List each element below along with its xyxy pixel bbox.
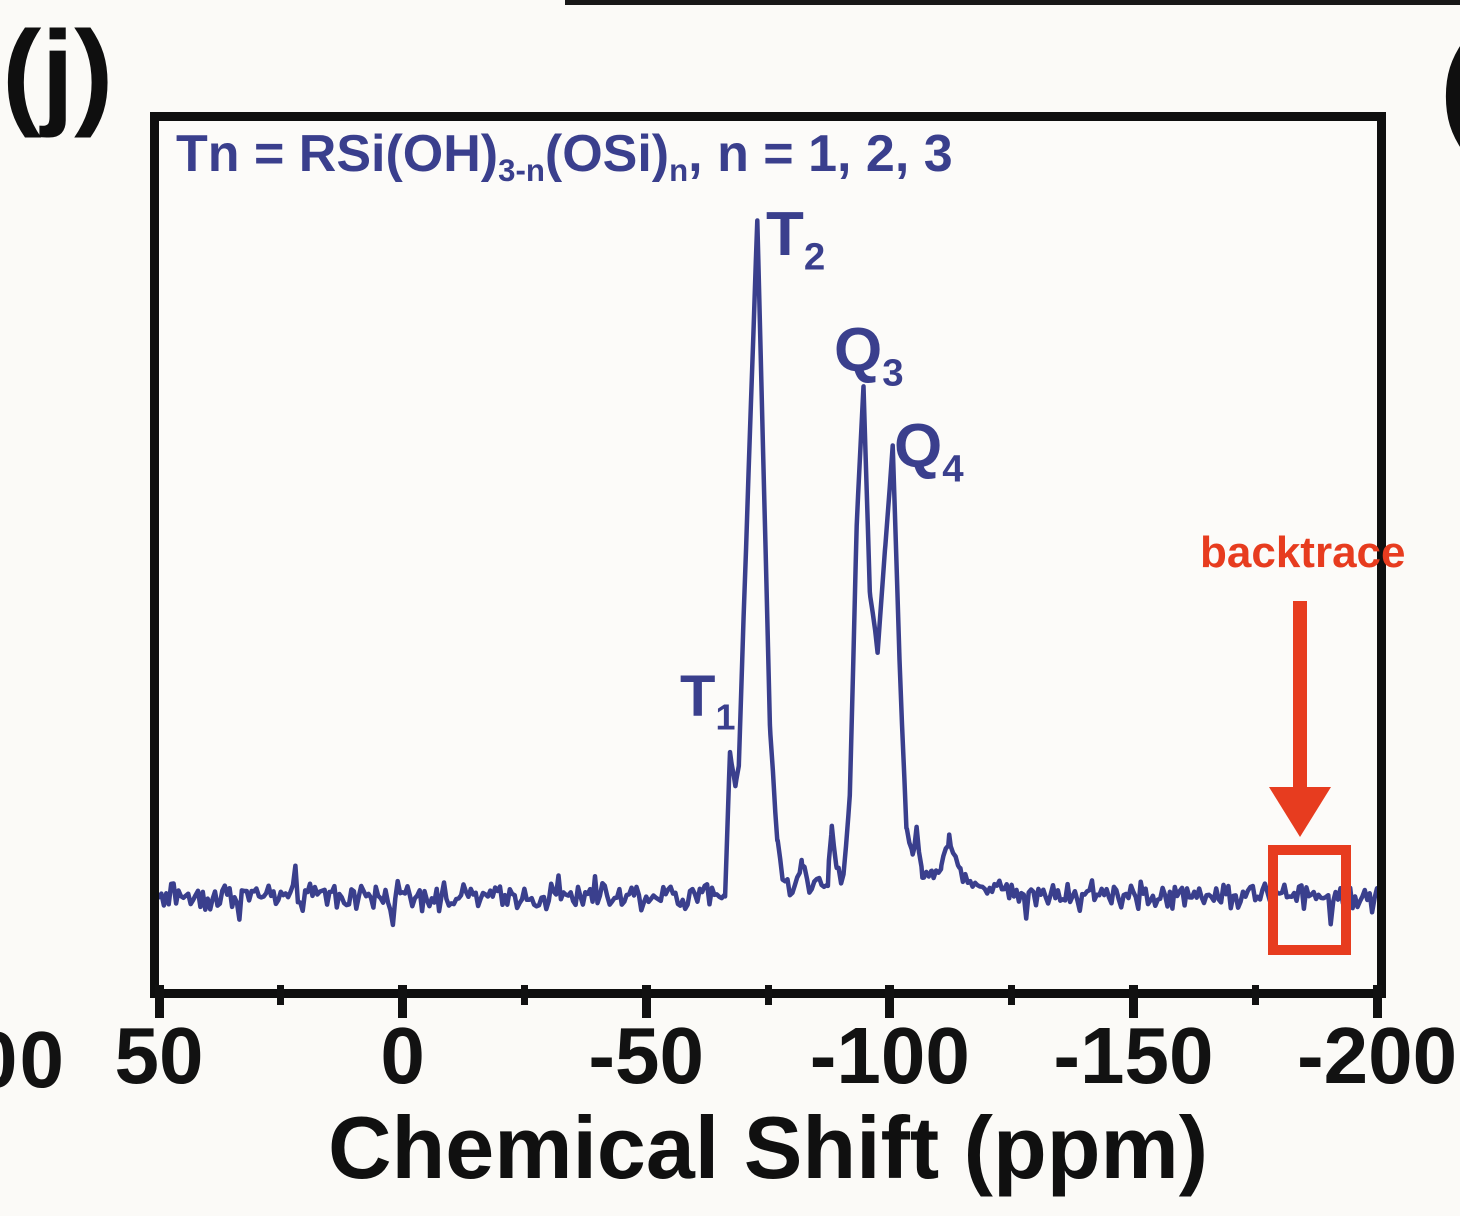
peak-letter: Q: [834, 316, 883, 385]
plot-frame: [150, 112, 1386, 998]
formula-annotation: Tn = RSi(OH)3-n(OSi)n, n = 1, 2, 3: [176, 128, 953, 186]
adjacent-panel-partial-tick-label: 00: [0, 1015, 66, 1104]
peak-letter: T: [766, 200, 804, 269]
nmr-spectrum-plot: [159, 218, 1377, 928]
x-axis-minor-tick: [277, 985, 285, 1005]
peak-subscript: 4: [942, 447, 964, 491]
peak-letter: Q: [894, 412, 943, 481]
x-axis-major-tick: [1372, 985, 1382, 1018]
peak-label-T2: T2: [766, 204, 825, 277]
peak-label-Q4: Q4: [894, 416, 964, 489]
formula-part: Tn = RSi(OH): [176, 125, 499, 183]
x-axis-tick-label: -50: [588, 1011, 704, 1100]
spectrum-trace: [159, 218, 1377, 928]
x-axis-major-tick: [398, 985, 408, 1018]
x-axis-major-tick: [1128, 985, 1138, 1018]
x-axis-minor-tick: [764, 985, 772, 1005]
backtrace-annotation-label: backtrace: [1200, 528, 1406, 577]
x-axis-minor-tick: [1251, 985, 1259, 1005]
backtrace-arrow-shaft: [1293, 601, 1307, 789]
x-axis-title: Chemical Shift (ppm): [327, 1098, 1209, 1197]
x-axis-tick-label: -200: [1296, 1011, 1458, 1100]
x-axis-tick-label: -100: [809, 1011, 970, 1100]
x-axis-tick-label: 50: [114, 1011, 204, 1100]
peak-subscript: 2: [803, 235, 826, 279]
formula-subscript: 3-n: [498, 152, 545, 188]
formula-part: , n = 1, 2, 3: [688, 125, 953, 183]
formula-subscript: n: [669, 152, 689, 188]
x-axis-minor-tick: [520, 985, 528, 1005]
peak-subscript: 3: [882, 351, 904, 395]
x-axis-tick-label: 0: [380, 1011, 425, 1100]
peak-label-T1: T1: [680, 668, 735, 736]
backtrace-arrow-down-icon: [1269, 787, 1331, 837]
cropped-top-panel-edge: [565, 0, 1460, 5]
peak-letter: T: [680, 664, 716, 729]
x-axis-tick-label: -150: [1053, 1011, 1214, 1100]
x-axis-minor-tick: [1008, 985, 1016, 1005]
x-axis-major-tick: [641, 985, 651, 1018]
backtrace-highlight-box: [1268, 845, 1351, 955]
formula-part: (OSi): [544, 125, 670, 183]
x-axis-major-tick: [885, 985, 895, 1018]
peak-subscript: 1: [715, 696, 736, 738]
panel-letter-label: (j): [2, 7, 114, 139]
adjacent-panel-partial-letter: (: [1440, 28, 1460, 146]
x-axis-major-tick: [154, 985, 164, 1018]
peak-label-Q3: Q3: [834, 320, 904, 393]
